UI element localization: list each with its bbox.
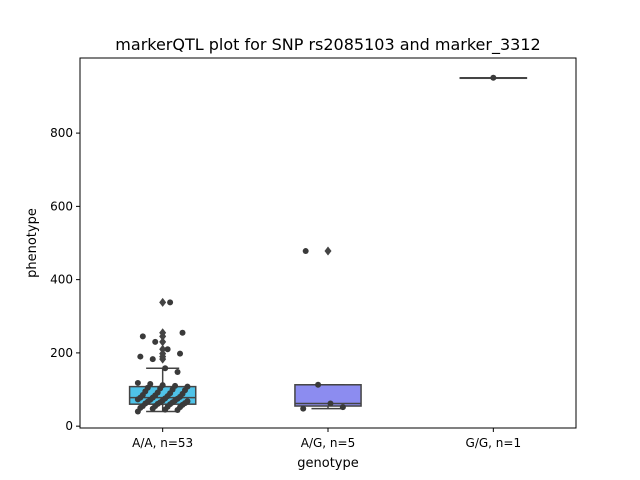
data-point [184, 383, 191, 390]
data-point [152, 338, 159, 345]
x-axis-label: genotype [297, 456, 358, 471]
y-tick-label: 600 [50, 199, 73, 213]
data-point [179, 329, 186, 336]
data-point [137, 353, 144, 360]
box-iqr [294, 384, 362, 407]
data-point [327, 400, 334, 407]
data-point [490, 74, 497, 81]
data-point [300, 405, 307, 412]
data-point [315, 381, 322, 388]
data-point [159, 382, 166, 389]
data-point [302, 248, 309, 255]
data-point [167, 299, 174, 306]
x-tick-label: A/A, n=53 [132, 436, 193, 450]
data-point [177, 350, 184, 357]
plot-area: 0 200 400 600 800 A/A, n=53 A/G, n=5 G/G, n=1 [50, 74, 528, 450]
data-point [164, 346, 171, 353]
outlier-marker [159, 328, 167, 338]
data-point [339, 404, 346, 411]
outlier-marker [159, 297, 167, 307]
y-axis-label: phenotype [25, 208, 40, 278]
y-tick-label: 0 [65, 419, 73, 433]
y-tick-label: 400 [50, 273, 73, 287]
data-point [174, 368, 181, 375]
x-tick-label: G/G, n=1 [466, 436, 522, 450]
data-point [184, 398, 191, 405]
data-point [134, 379, 141, 386]
data-point [162, 365, 169, 372]
outlier-marker [159, 337, 167, 347]
y-tick-label: 200 [50, 346, 73, 360]
plot-frame [79, 57, 577, 429]
box-1 [294, 246, 362, 410]
data-point [149, 356, 156, 363]
data-point [147, 381, 154, 388]
points-2 [490, 74, 497, 81]
x-tick-label: A/G, n=5 [301, 436, 355, 450]
outlier-marker [159, 344, 167, 354]
outlier-marker [324, 246, 332, 256]
data-point [139, 333, 146, 340]
chart-title: markerQTL plot for SNP rs2085103 and mar… [115, 35, 540, 55]
points-0 [134, 299, 191, 415]
data-point [172, 382, 179, 389]
y-tick-label: 800 [50, 126, 73, 140]
points-1 [300, 248, 346, 412]
